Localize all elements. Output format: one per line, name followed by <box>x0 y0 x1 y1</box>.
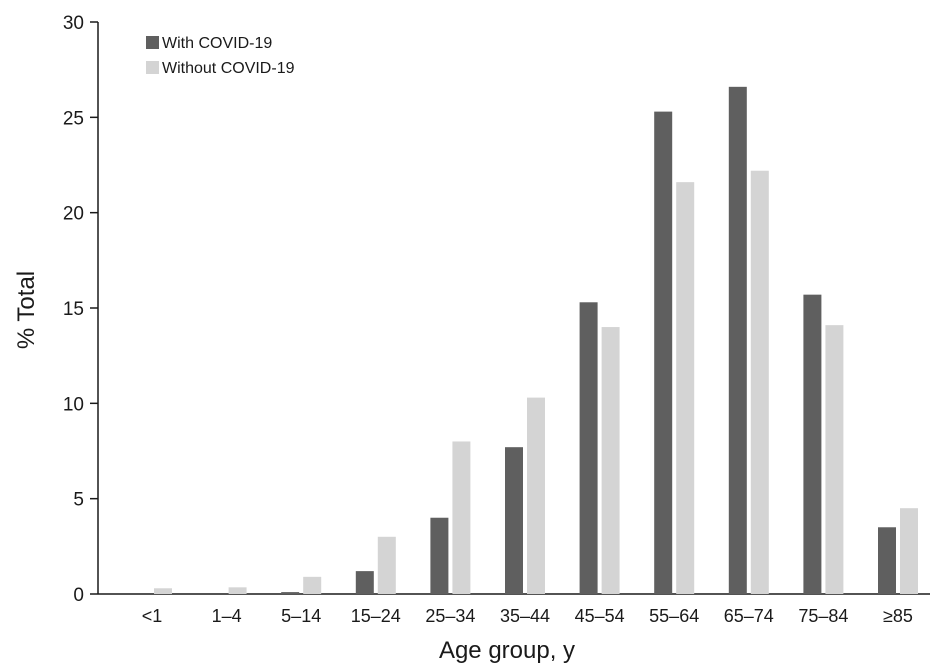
x-tick-label: 45–54 <box>575 606 625 626</box>
bar-with-covid <box>430 517 449 594</box>
bar-with-covid <box>803 294 822 594</box>
y-tick-label: 15 <box>63 299 84 320</box>
bar-with-covid <box>281 592 300 594</box>
legend-label: Without COVID-19 <box>162 60 295 77</box>
bar-without-covid <box>303 576 322 594</box>
bars-group <box>154 86 918 595</box>
y-tick-label: 25 <box>63 108 84 129</box>
x-axis: <1 1–4 5–14 15–24 25–34 35–44 45–54 55–64 65–74 7… <box>98 593 930 626</box>
x-tick-label: 55–64 <box>649 606 699 626</box>
x-tick-label: 5–14 <box>281 606 321 626</box>
bar-with-covid <box>355 571 374 594</box>
bar-with-covid <box>579 302 598 594</box>
bar-without-covid <box>527 397 545 594</box>
x-tick-label: 35–44 <box>500 606 550 626</box>
bar-without-covid <box>750 170 769 594</box>
x-tick-label: ≥85 <box>883 606 913 626</box>
legend-label: With COVID-19 <box>162 35 272 52</box>
x-tick-label: 1–4 <box>212 606 242 626</box>
bar-with-covid <box>654 111 673 594</box>
y-tick-label: 5 <box>73 490 84 511</box>
bar-without-covid <box>377 536 396 594</box>
x-tick-label: 65–74 <box>724 606 774 626</box>
bar-without-covid <box>601 327 620 594</box>
legend-swatch <box>146 61 159 74</box>
x-axis-title: Age group, y <box>439 637 575 663</box>
bar-with-covid <box>878 527 896 594</box>
legend: With COVID-19 Without COVID-19 <box>146 35 295 77</box>
y-axis-title: % Total <box>13 271 40 349</box>
y-axis: 0 5 10 15 20 25 30 <box>63 13 99 606</box>
bar-without-covid <box>900 508 918 594</box>
bar-without-covid <box>228 587 247 594</box>
y-tick-label: 10 <box>63 394 84 415</box>
bar-without-covid <box>452 441 471 594</box>
y-tick-label: 0 <box>73 585 84 606</box>
bar-with-covid <box>728 86 747 595</box>
legend-swatch <box>146 36 159 49</box>
x-tick-label: 15–24 <box>351 606 401 626</box>
y-tick-label: 20 <box>63 204 84 225</box>
x-tick-label: 25–34 <box>425 606 475 626</box>
bar-without-covid <box>676 182 695 594</box>
bar-without-covid <box>154 588 172 594</box>
y-tick-label: 30 <box>63 13 84 34</box>
bar-without-covid <box>825 325 844 594</box>
bar-with-covid <box>505 447 523 594</box>
x-tick-label: 75–84 <box>798 606 848 626</box>
x-tick-label: <1 <box>142 606 163 626</box>
